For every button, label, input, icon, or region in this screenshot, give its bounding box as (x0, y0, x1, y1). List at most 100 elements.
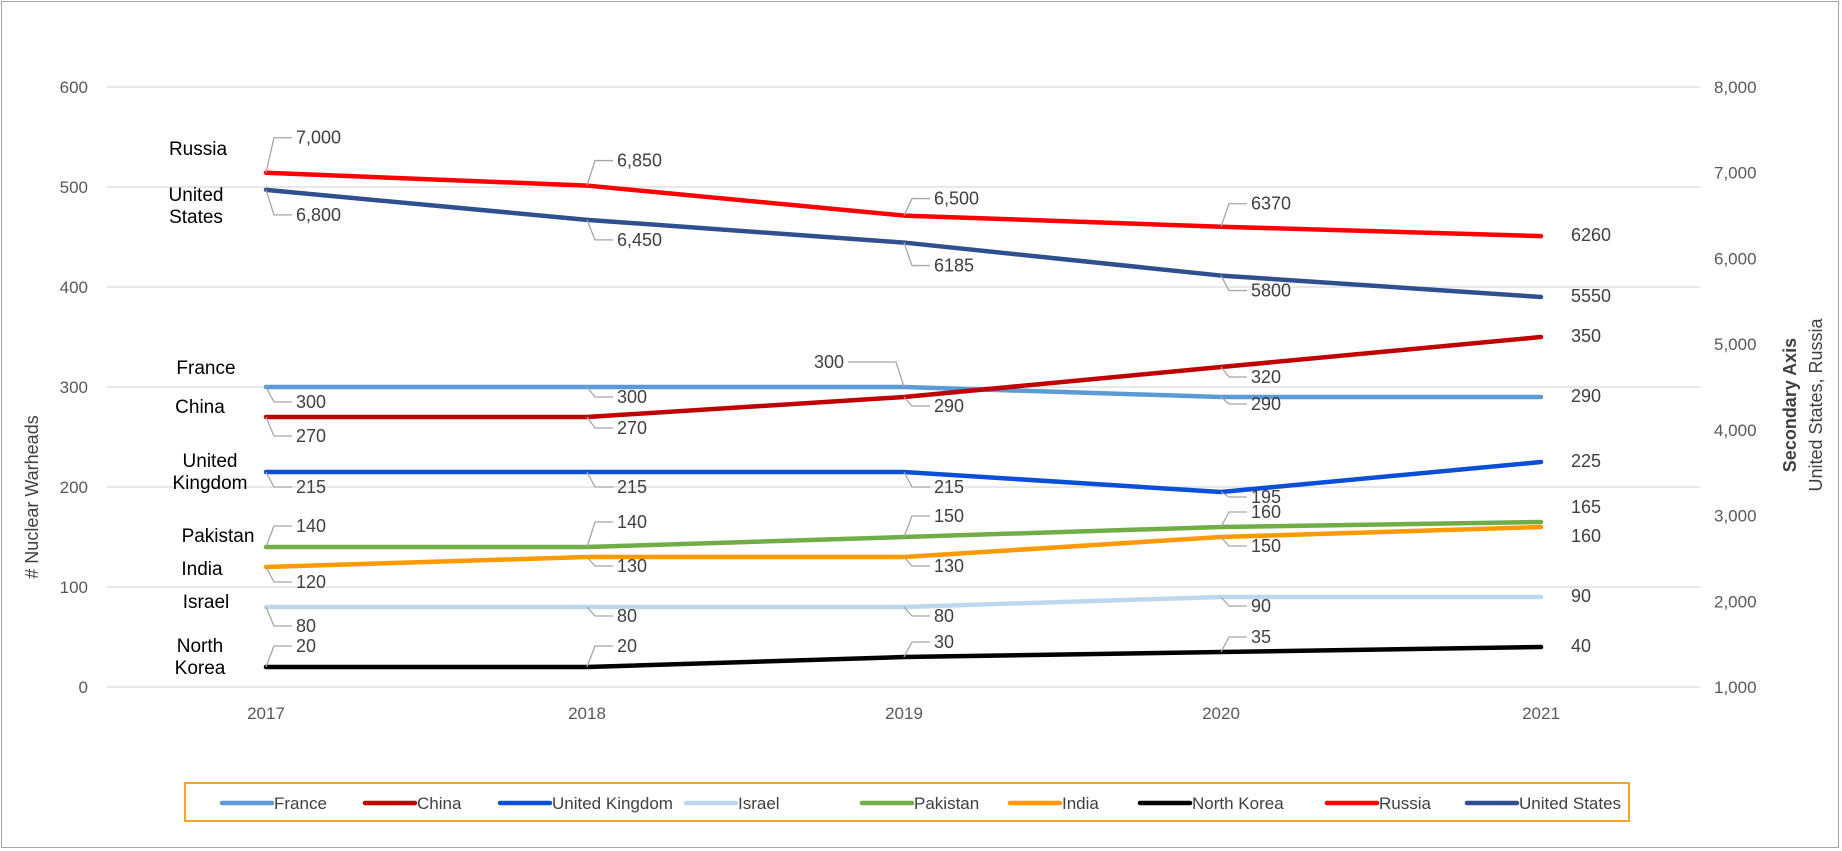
data-label-india: 120 (296, 572, 326, 592)
data-label-united-kingdom: 225 (1571, 451, 1601, 471)
leader-line (586, 386, 613, 398)
series-name-france: France (176, 358, 235, 379)
data-label-israel: 80 (617, 606, 637, 626)
leader-line (586, 606, 613, 617)
series-name-pakistan: Pakistan (182, 526, 255, 547)
legend-label: Russia (1379, 794, 1432, 813)
data-label-russia: 6370 (1251, 194, 1291, 214)
data-label-india: 130 (934, 556, 964, 576)
data-label-israel: 90 (1571, 586, 1591, 606)
data-label-north-korea: 20 (296, 636, 316, 656)
legend-item-china: China (362, 794, 462, 813)
leader-line (265, 645, 292, 668)
series-name-north-korea: Korea (175, 658, 226, 679)
x-tick-label: 2021 (1522, 704, 1560, 723)
x-tick-label: 2019 (885, 704, 923, 723)
legend-label: United Kingdom (552, 794, 673, 813)
leader-line (265, 471, 292, 488)
x-tick-label: 2017 (247, 704, 285, 723)
data-label-united-kingdom: 215 (934, 477, 964, 497)
legend-item-israel: Israel (683, 794, 780, 813)
legend-label: United States (1519, 794, 1621, 813)
leader-line (903, 641, 930, 658)
data-labels: 300 300 300 290 290 270 270 290 320 350 215 215 215 1… (296, 128, 1611, 656)
data-label-russia: 7,000 (296, 128, 341, 148)
y-tick-label: 100 (60, 578, 88, 597)
data-label-united-states: 6185 (934, 256, 974, 276)
leader-line (903, 606, 930, 617)
data-label-united-kingdom: 215 (617, 477, 647, 497)
data-label-china: 290 (934, 396, 964, 416)
x-axis-ticks: 2017 2018 2019 2020 2021 (247, 704, 1560, 723)
data-label-france: 300 (617, 387, 647, 407)
data-label-india: 130 (617, 556, 647, 576)
y-tick-label: 0 (79, 678, 88, 697)
legend-label: Israel (738, 794, 780, 813)
series-name-united-kingdom: United (183, 451, 238, 472)
data-label-france: 300 (814, 352, 844, 372)
series-name-russia: Russia (169, 139, 228, 160)
data-label-pakistan: 150 (934, 506, 964, 526)
leader-line (1220, 366, 1247, 378)
legend-item-russia: Russia (1324, 794, 1432, 813)
y-tick-label: 600 (60, 78, 88, 97)
leader-line (1220, 396, 1247, 405)
legend-label: India (1062, 794, 1099, 813)
data-label-united-states: 6,800 (296, 205, 341, 225)
data-label-china: 270 (617, 418, 647, 438)
data-label-pakistan: 140 (296, 516, 326, 536)
y2-axis-subtitle: United States, Russia (1806, 317, 1826, 491)
data-label-israel: 80 (934, 606, 954, 626)
series-line-north-korea (263, 644, 1544, 670)
primary-y-axis-ticks: 0 100 200 300 400 500 600 (60, 78, 88, 697)
leader-line (1220, 491, 1247, 498)
data-label-united-states: 5550 (1571, 286, 1611, 306)
y2-tick-label: 4,000 (1714, 421, 1757, 440)
leader-line (903, 471, 930, 488)
series-name-united-states: States (169, 207, 223, 228)
y-axis-title: # Nuclear Warheads (22, 415, 42, 578)
x-tick-label: 2018 (568, 704, 606, 723)
leader-line (586, 521, 613, 548)
data-label-france: 290 (1251, 394, 1281, 414)
y-tick-label: 300 (60, 378, 88, 397)
legend-item-north-korea: North Korea (1137, 794, 1284, 813)
legend-item-united-states: United States (1464, 794, 1621, 813)
leader-line (586, 471, 613, 488)
leader-line (903, 515, 930, 538)
data-label-china: 270 (296, 426, 326, 446)
data-label-france: 300 (296, 392, 326, 412)
leader-line (848, 361, 905, 388)
legend-label: China (417, 794, 462, 813)
leader-line (265, 566, 292, 583)
leader-line (586, 219, 613, 241)
leader-line (903, 396, 930, 407)
series-name-united-states: United (169, 185, 224, 206)
y2-tick-label: 7,000 (1714, 164, 1757, 183)
data-label-india: 150 (1251, 536, 1281, 556)
series-name-israel: Israel (183, 592, 229, 613)
data-label-russia: 6,850 (617, 151, 662, 171)
leader-line (1220, 536, 1247, 547)
y2-tick-label: 1,000 (1714, 678, 1757, 697)
data-label-united-states: 6,450 (617, 230, 662, 250)
data-label-china: 350 (1571, 326, 1601, 346)
leader-line (1220, 511, 1247, 528)
legend-item-pakistan: Pakistan (859, 794, 979, 813)
data-label-france: 290 (1571, 386, 1601, 406)
data-label-israel: 80 (296, 616, 316, 636)
leader-line (1220, 203, 1247, 227)
y-tick-label: 500 (60, 178, 88, 197)
series-line-russia (263, 170, 1544, 239)
series-line-united-states (263, 187, 1544, 300)
legend-item-india: India (1007, 794, 1099, 813)
leader-line (1220, 636, 1247, 653)
data-label-russia: 6260 (1571, 225, 1611, 245)
data-label-india: 160 (1571, 526, 1601, 546)
y2-axis-title: Secondary Axis (1780, 338, 1800, 472)
leader-line (586, 416, 613, 429)
data-label-north-korea: 20 (617, 636, 637, 656)
data-label-north-korea: 40 (1571, 636, 1591, 656)
data-label-north-korea: 35 (1251, 627, 1271, 647)
leader-line (903, 556, 930, 567)
